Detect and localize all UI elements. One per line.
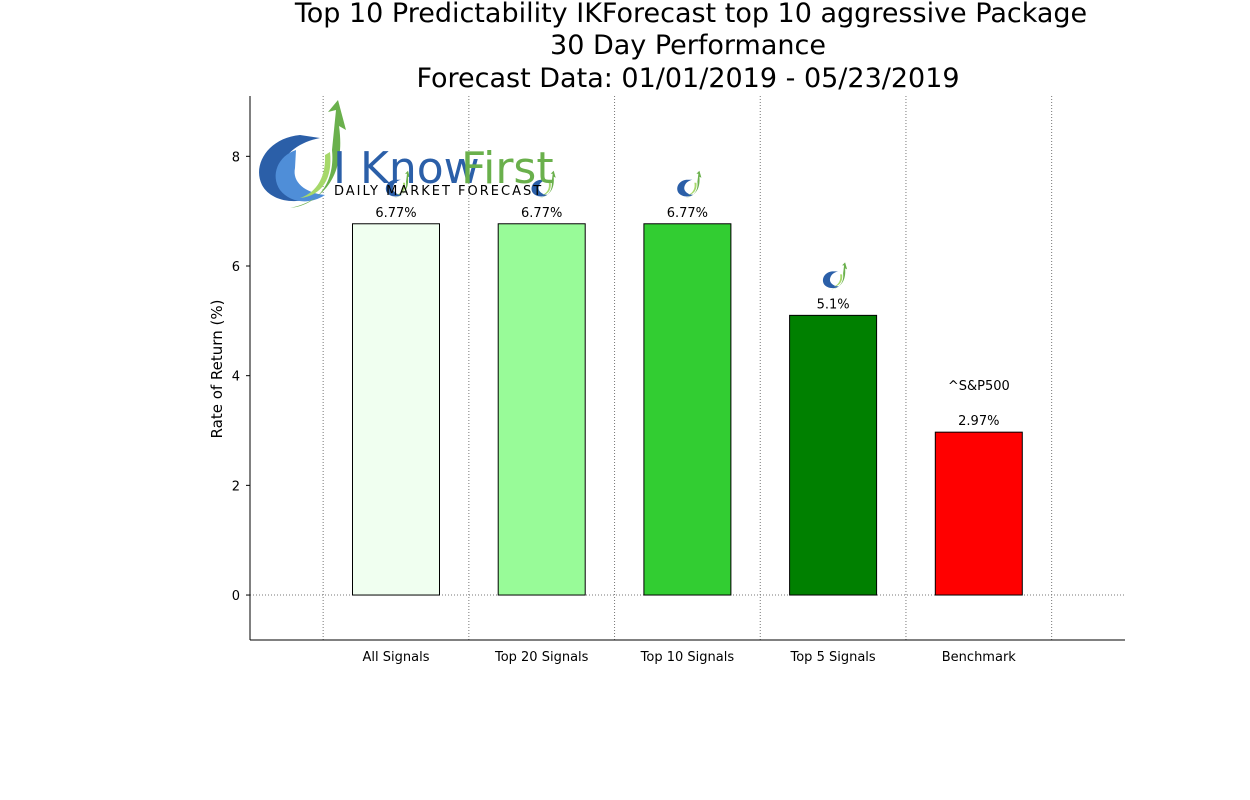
- y-tick-label: 2: [232, 479, 240, 494]
- small-logo-icon: [822, 262, 848, 290]
- data-label: 6.77%: [375, 206, 416, 221]
- y-axis-label: Rate of Return (%): [208, 300, 226, 439]
- y-ticks: 0 2 4 6 8: [232, 150, 250, 604]
- bar: [643, 223, 732, 596]
- logo-brand-i-know: I Know: [333, 143, 480, 194]
- bar-logo-icons: [385, 170, 848, 290]
- bar: [934, 431, 1023, 596]
- x-tick-label: Top 20 Signals: [494, 650, 589, 665]
- bar: [352, 223, 440, 596]
- data-label: 5.1%: [817, 297, 850, 312]
- data-labels: 6.77% 6.77% 6.77% 5.1% 2.97%: [375, 206, 999, 429]
- y-tick-label: 0: [232, 589, 240, 604]
- logo-swoosh-icon: [259, 100, 346, 208]
- small-logo-icon: [531, 170, 556, 198]
- y-tick-label: 4: [232, 370, 240, 385]
- data-label: 6.77%: [521, 206, 562, 221]
- small-logo-icon: [385, 170, 410, 198]
- x-tick-label: Benchmark: [942, 650, 1017, 665]
- x-tick-label: Top 5 Signals: [790, 650, 876, 665]
- title-line-2: 30 Day Performance: [550, 30, 826, 61]
- data-label: 6.77%: [667, 206, 708, 221]
- y-tick-label: 8: [232, 150, 240, 165]
- benchmark-annotation: ^S&P500: [948, 379, 1010, 394]
- title-line-3: Forecast Data: 01/01/2019 - 05/23/2019: [416, 63, 959, 94]
- bars: [352, 223, 1023, 596]
- x-tick-label: Top 10 Signals: [640, 650, 735, 665]
- chart-title: Top 10 Predictability IKForecast top 10 …: [294, 0, 1087, 94]
- logo-tagline: DAILY MARKET FORECAST: [334, 184, 543, 199]
- brand-logo: I Know First DAILY MARKET FORECAST: [259, 100, 554, 208]
- small-logo-icon: [677, 170, 702, 198]
- title-line-1: Top 10 Predictability IKForecast top 10 …: [294, 0, 1087, 29]
- bar: [497, 223, 586, 596]
- bar: [789, 314, 878, 596]
- logo-brand-first: First: [461, 143, 554, 194]
- x-tick-label: All Signals: [363, 650, 430, 665]
- axes: [249, 96, 1125, 641]
- data-label: 2.97%: [958, 414, 999, 429]
- x-ticks: All Signals Top 20 Signals Top 10 Signals T…: [363, 650, 1017, 665]
- y-tick-label: 6: [232, 260, 240, 275]
